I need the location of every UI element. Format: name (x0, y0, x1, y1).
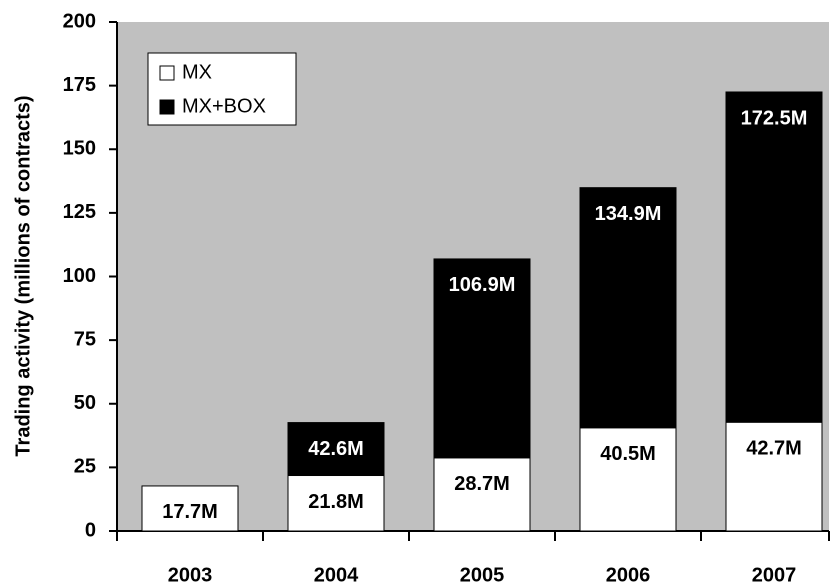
x-tick-label: 2004 (314, 564, 359, 586)
y-tick-label: 75 (74, 328, 96, 350)
value-label: 28.7M (454, 473, 510, 495)
bar (141, 485, 239, 532)
y-tick-label: 25 (74, 456, 96, 478)
value-label: 40.5M (600, 443, 656, 465)
legend-swatch (159, 99, 175, 115)
y-tick-label: 50 (74, 392, 96, 414)
bar (433, 457, 531, 532)
y-tick-label: 150 (63, 138, 96, 160)
x-tick-label: 2003 (168, 564, 213, 586)
value-label: 172.5M (741, 107, 808, 129)
y-tick-label: 200 (63, 10, 96, 32)
legend-label: MX (182, 61, 212, 83)
y-tick-label: 175 (63, 74, 96, 96)
y-tick-label: 125 (63, 201, 96, 223)
value-label: 42.6M (308, 438, 364, 460)
value-label: 134.9M (595, 203, 662, 225)
value-label: 21.8M (308, 491, 364, 513)
bar (725, 421, 823, 532)
value-label: 17.7M (162, 501, 218, 523)
x-tick-label: 2007 (752, 564, 797, 586)
y-tick-label: 0 (85, 519, 96, 541)
value-label: 106.9M (449, 274, 516, 296)
y-axis-title: Trading activity (millions of contracts) (12, 95, 34, 456)
x-tick-label: 2006 (606, 564, 651, 586)
x-tick-label: 2005 (460, 564, 505, 586)
legend-swatch (159, 65, 175, 81)
y-tick-label: 100 (63, 265, 96, 287)
value-label: 42.7M (746, 438, 802, 460)
bar (287, 475, 385, 532)
legend-label: MX+BOX (182, 95, 266, 117)
bar (579, 427, 677, 532)
